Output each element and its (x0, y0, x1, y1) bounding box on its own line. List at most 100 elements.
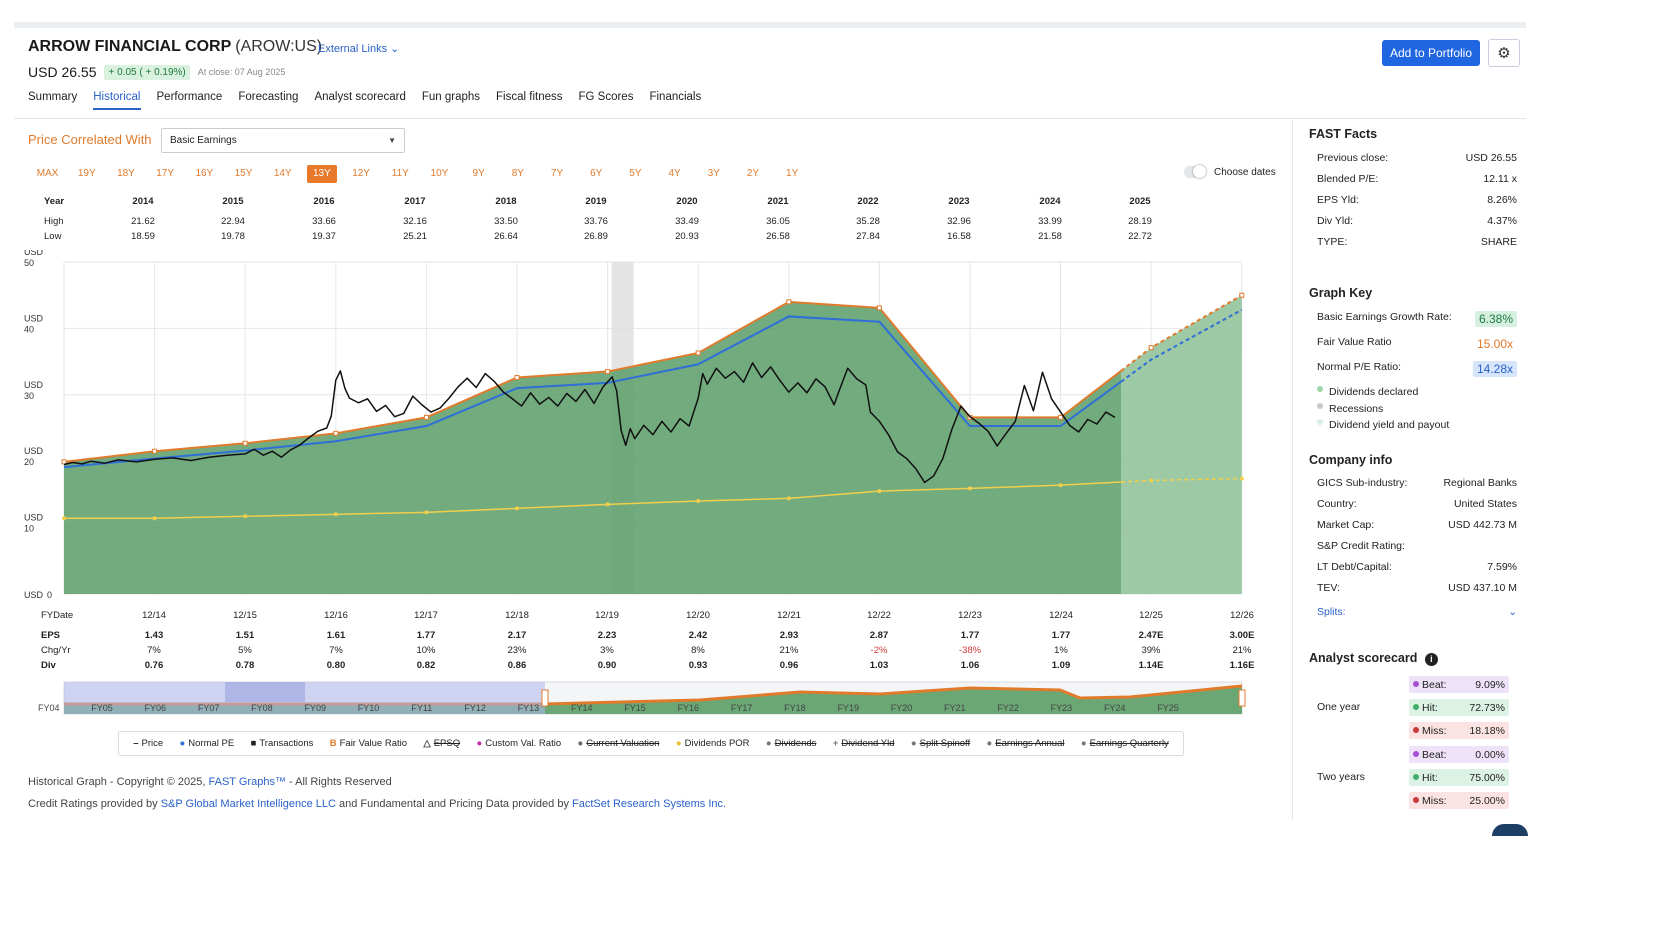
legend-item[interactable]: – Price (133, 738, 163, 749)
period-9y[interactable]: 9Y (472, 168, 485, 179)
period-14y[interactable]: 14Y (273, 168, 292, 179)
info-icon[interactable]: i (1424, 653, 1438, 666)
info-label: Market Cap: (1317, 519, 1375, 531)
legend-item[interactable]: ● Earnings Annual (987, 738, 1065, 749)
fy-eps-label: EPS (41, 630, 61, 641)
analyst-scorecard-title: Analyst scorecard i (1309, 651, 1438, 666)
y-tick-unit: USD (24, 513, 44, 523)
external-links-dropdown[interactable]: External Links ⌄ (318, 42, 399, 55)
splits-row[interactable]: Splits: ⌄ (1317, 606, 1517, 618)
fy-eps-cell: 2.17 (507, 630, 527, 641)
footer-text: Historical Graph - Copyright © 2025, (28, 776, 209, 788)
tab-historical[interactable]: Historical (93, 91, 141, 110)
add-to-portfolio-button[interactable]: Add to Portfolio (1382, 40, 1480, 66)
price-correlated-select[interactable]: Basic Earnings ▼ (161, 128, 405, 153)
top-bar (14, 22, 1526, 28)
period-12y[interactable]: 12Y (352, 168, 370, 179)
period-7y[interactable]: 7Y (550, 168, 564, 179)
period-17y[interactable]: 17Y (156, 168, 175, 179)
y-tick-label: 10 (24, 524, 34, 534)
hl-year-cell: 2017 (404, 196, 426, 207)
legend-item[interactable]: ● Current Valuation (577, 738, 659, 749)
period-11y[interactable]: 11Y (391, 168, 409, 179)
period-16y[interactable]: 16Y (195, 168, 214, 179)
settings-button[interactable]: ⚙ (1488, 39, 1520, 67)
navigator-handle-left[interactable] (541, 689, 549, 707)
graph-key-item[interactable]: Recessions (1317, 402, 1517, 415)
y-tick-unit: USD (24, 313, 44, 323)
graph-key-item[interactable]: Dividend yield and payout (1317, 419, 1517, 431)
legend-item[interactable]: ● Earnings Quarterly (1081, 738, 1169, 749)
period-3y[interactable]: 3Y (707, 168, 720, 179)
legend-item[interactable]: + Dividend Yld (833, 738, 895, 749)
navigator-handle-right[interactable] (1238, 689, 1246, 707)
hl-low-cell: 22.72 (1128, 231, 1152, 242)
graph-key-item[interactable]: Dividends declared (1317, 386, 1517, 398)
footer-text: - All Rights Reserved (285, 776, 392, 788)
sidebar-divider (1292, 120, 1293, 820)
tab-fun-graphs[interactable]: Fun graphs (421, 91, 481, 103)
tab-fg-scores[interactable]: FG Scores (578, 91, 634, 103)
period-15y[interactable]: 15Y (234, 168, 253, 179)
tab-analyst-scorecard[interactable]: Analyst scorecard (314, 91, 406, 103)
legend-item[interactable]: ● Normal PE (180, 738, 235, 749)
fy-div-cell: 0.96 (779, 660, 799, 671)
scorecard-miss-pill: Miss: 25.00% (1409, 792, 1509, 809)
range-navigator[interactable]: FY04 FY05 FY06 FY07 FY08 FY09 FY10 FY11 FY12 FY13… (0, 678, 1290, 720)
legend-item[interactable]: ● Dividends POR (676, 738, 750, 749)
period-4y[interactable]: 4Y (668, 168, 681, 179)
factset-link[interactable]: FactSet Research Systems Inc. (572, 798, 727, 810)
tab-forecasting[interactable]: Forecasting (238, 91, 299, 103)
period-1y[interactable]: 1Y (786, 168, 799, 179)
fact-value: 12.11 x (1483, 173, 1517, 185)
hl-year-cell: 2023 (948, 196, 970, 207)
legend-item[interactable]: ■ Transactions (251, 738, 314, 749)
period-5y[interactable]: 5Y (629, 168, 642, 179)
tab-fiscal-fitness[interactable]: Fiscal fitness (496, 91, 563, 103)
hl-high-cell: 33.49 (675, 216, 699, 227)
tab-performance[interactable]: Performance (156, 91, 223, 103)
splits-link[interactable]: Splits: (1317, 606, 1346, 618)
fy-date-cell: 12/26 (1230, 610, 1254, 621)
legend-item[interactable]: ● Custom Val. Ratio (477, 738, 562, 749)
period-6y[interactable]: 6Y (590, 168, 603, 179)
status-dot-icon (1413, 680, 1419, 687)
fy-div-cell: 0.76 (144, 660, 164, 671)
one-year-label: One year (1317, 701, 1517, 713)
dividends-por-marker (786, 496, 791, 501)
legend-item[interactable]: B Fair Value Ratio (330, 738, 407, 749)
dividends-por-marker (696, 499, 701, 504)
fastgraphs-link[interactable]: FAST Graphs™ (208, 776, 286, 788)
legend-marker-icon: ● (910, 738, 917, 749)
period-10y[interactable]: 10Y (430, 168, 449, 179)
fydate-row: FYDate 12/14 12/15 12/16 12/17 12/18 12/19 12/2… (0, 610, 1290, 624)
hl-high-cell: 33.50 (494, 216, 518, 227)
toggle-switch[interactable] (1184, 165, 1206, 178)
tab-financials[interactable]: Financials (649, 91, 702, 103)
legend-item[interactable]: △ EPSQ (423, 738, 460, 749)
period-18y[interactable]: 18Y (117, 168, 135, 179)
period-13y[interactable]: 13Y (306, 165, 337, 183)
period-2y[interactable]: 2Y (746, 168, 760, 179)
hl-year-cell: 2025 (1129, 196, 1151, 207)
navigator-label: FY19 (837, 703, 859, 713)
tab-summary[interactable]: Summary (28, 91, 78, 103)
two-years-label: Two years (1317, 771, 1517, 783)
fast-fact-row: Previous close: USD 26.55 (1317, 152, 1517, 164)
legend-item[interactable]: ● Split Spinoff (911, 738, 970, 749)
scorecard-label: Miss: (1413, 725, 1447, 737)
chevron-down-icon[interactable]: ⌄ (1508, 606, 1517, 618)
period-8y[interactable]: 8Y (511, 168, 524, 179)
scorecard-label-text: Miss: (1422, 724, 1447, 737)
chat-bubble[interactable] (1492, 824, 1528, 836)
dividends-por-marker (243, 514, 248, 519)
hl-year-cell: 2018 (495, 196, 517, 207)
legend-item[interactable]: ● Dividends (766, 738, 816, 749)
legend-dot-icon (1317, 419, 1323, 425)
sp-global-link[interactable]: S&P Global Market Intelligence LLC (160, 798, 336, 810)
choose-dates-toggle[interactable]: Choose dates (1184, 165, 1276, 178)
legend-label: Current Valuation (586, 738, 660, 749)
period-max[interactable]: MAX (36, 168, 59, 179)
period-19y[interactable]: 19Y (77, 168, 96, 179)
